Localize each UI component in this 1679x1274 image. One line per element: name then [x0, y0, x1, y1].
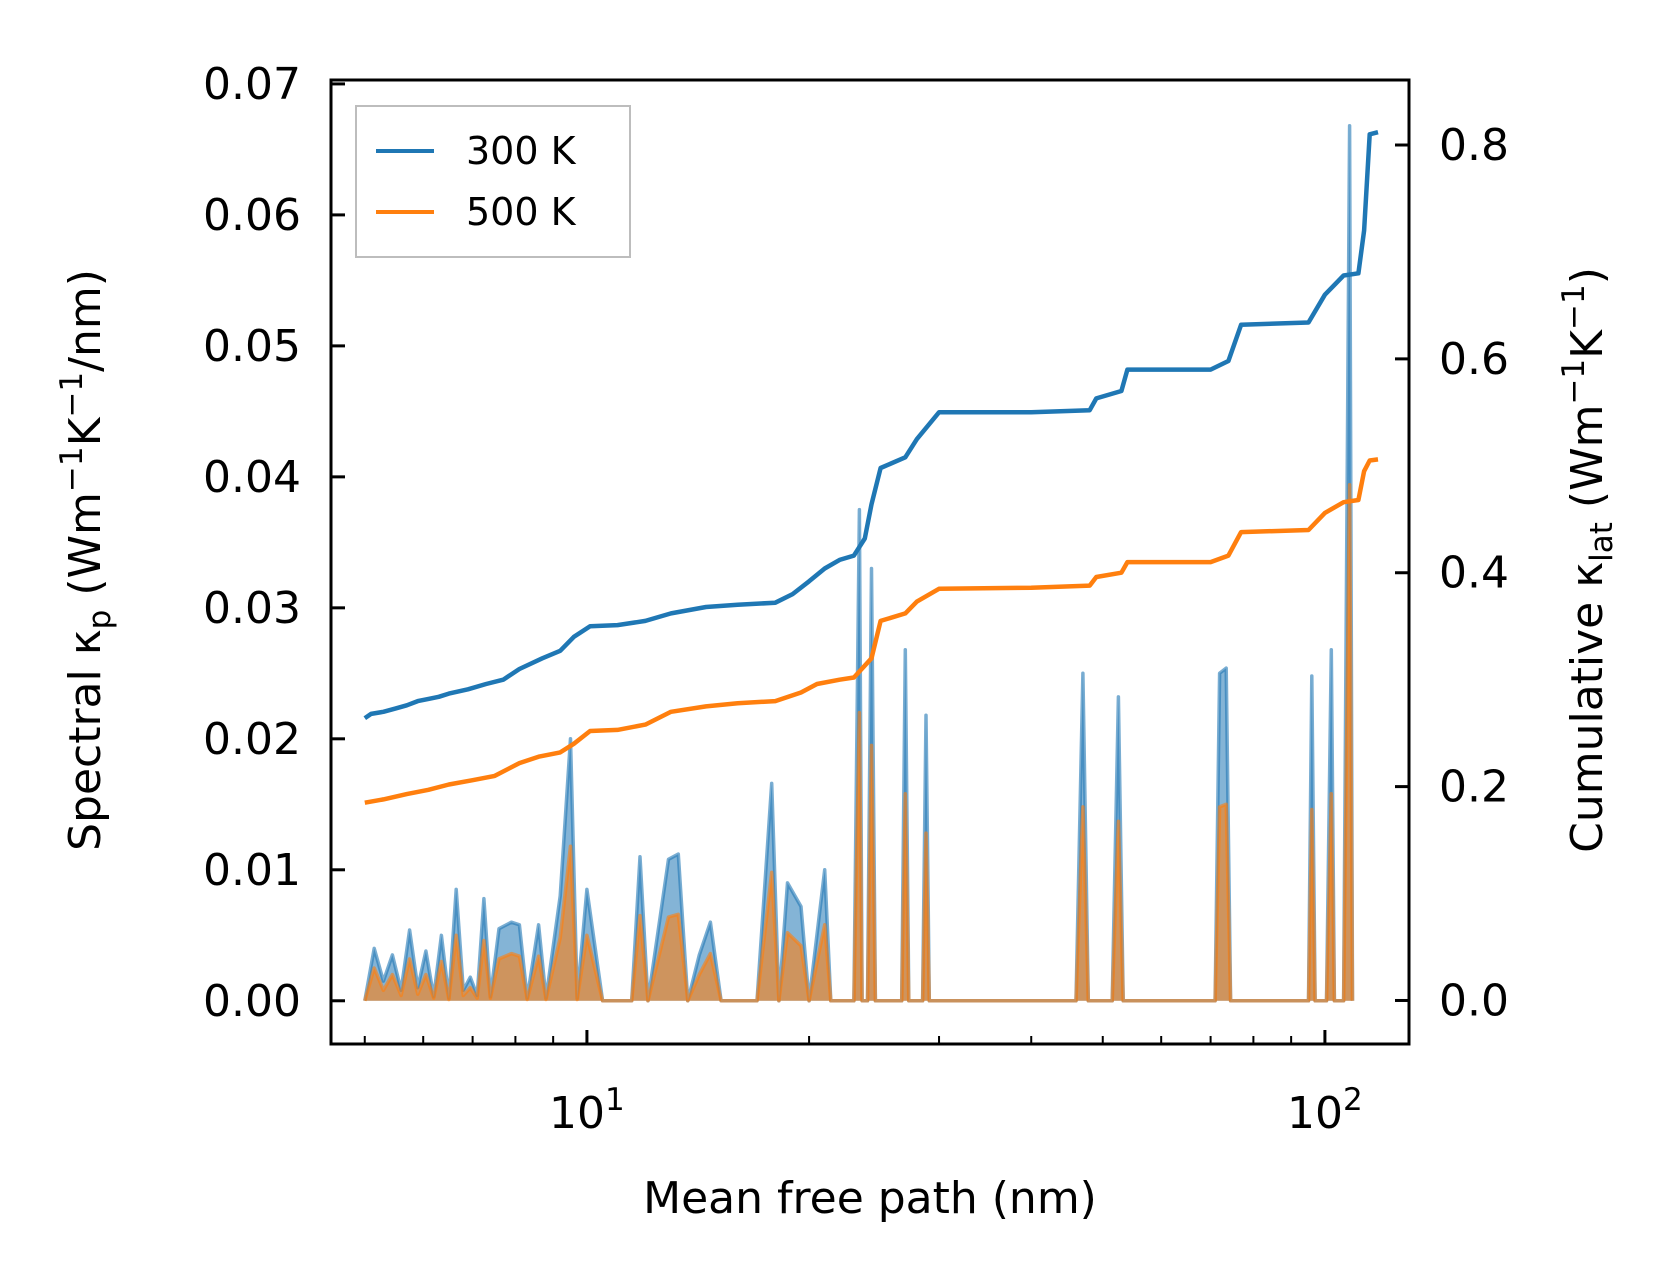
y-left-axis-label: Spectral κp (Wm−1K−1/nm): [54, 269, 118, 851]
y-left-tick-label: 0.05: [203, 321, 301, 372]
legend: 300 K 500 K: [355, 105, 631, 258]
legend-label-500k: 500 K: [466, 190, 577, 234]
y-right-axis-label: Cumulative κlat (Wm−1K−1): [1556, 267, 1620, 853]
y-left-tick-label: 0.00: [203, 976, 301, 1027]
spectral-area-500k: [364, 484, 1353, 1001]
plot-frame: [329, 78, 1411, 1046]
cumulative-line-300k: [363, 130, 1379, 721]
axes: 0.00 0.01 0.02 0.03 0.04 0.05 0.06 0.07 0.0 0.2 0.…: [203, 59, 1509, 1139]
y-left-tick-label: 0.03: [203, 583, 301, 634]
y-right-tick-label: 0.4: [1439, 548, 1509, 599]
legend-label-300k: 300 K: [466, 129, 577, 173]
y-right-tick-label: 0.8: [1439, 120, 1509, 171]
axis-label-text: Cumulative κlat (Wm−1K−1): [1556, 267, 1620, 853]
y-left-tick-label: 0.04: [203, 452, 301, 503]
plot-area: [363, 124, 1379, 1003]
axis-label-text: Spectral κp (Wm−1K−1/nm): [54, 269, 118, 851]
legend-box: [355, 105, 631, 258]
y-left-tick-label: 0.06: [203, 190, 301, 241]
x-tick-label: 102: [1287, 1082, 1363, 1139]
cumulative-line-500k: [364, 457, 1379, 805]
y-left-tick-label: 0.01: [203, 845, 301, 896]
x-axis-label: Mean free path (nm): [643, 1173, 1097, 1224]
y-left-tick-label: 0.07: [203, 59, 301, 110]
y-right-tick-label: 0.2: [1439, 762, 1509, 813]
y-left-tick-label: 0.02: [203, 714, 301, 765]
y-right-tick-label: 0.0: [1439, 975, 1509, 1026]
y-right-tick-label: 0.6: [1439, 334, 1509, 385]
x-tick-label: 101: [549, 1082, 625, 1139]
spectral-line-500k: [363, 482, 1355, 1003]
